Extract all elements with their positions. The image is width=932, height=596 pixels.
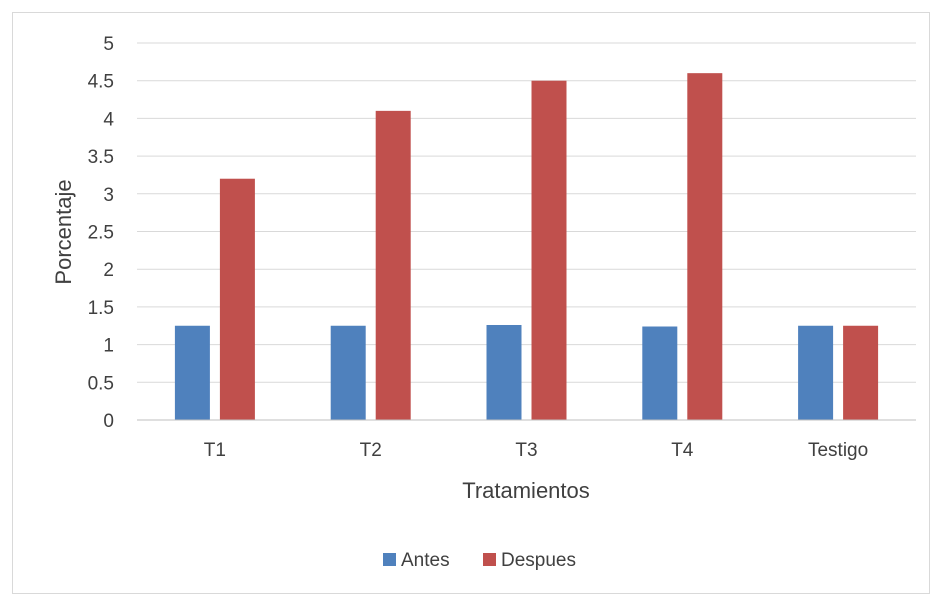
x-tick-label: Testigo: [808, 440, 868, 461]
x-tick-label: T4: [671, 440, 694, 461]
y-tick-label: 2: [103, 260, 114, 281]
y-tick-label: 4.5: [88, 72, 114, 93]
bar-despues-testigo: [843, 325, 879, 420]
bar-despues-t3: [531, 80, 567, 420]
y-tick-label: 1.5: [88, 298, 114, 319]
bar-despues-t1: [219, 178, 255, 420]
y-tick-label: 1: [103, 336, 114, 357]
y-tick-label: 3.5: [88, 147, 114, 168]
x-tick-label: T1: [204, 440, 226, 461]
y-tick-label: 0.5: [88, 373, 114, 394]
bar-despues-t4: [687, 73, 723, 420]
y-tick-label: 2.5: [88, 223, 114, 244]
y-tick-label: 3: [103, 185, 114, 206]
bars: [174, 73, 879, 421]
x-axis-title: Tratamientos: [462, 478, 590, 503]
bar-antes-t2: [330, 325, 366, 420]
axes: 0 0.5 1 1.5 2 2.5 3 3.5 4 4.5 5 T1 T2 T3 T4 Testigo: [88, 34, 916, 461]
y-tick-label: 5: [103, 34, 114, 55]
x-tick-label: T3: [515, 440, 537, 461]
bar-despues-t2: [375, 110, 411, 421]
y-tick-label: 4: [103, 109, 114, 130]
x-tick-label: T2: [360, 440, 382, 461]
bar-antes-t4: [642, 326, 678, 420]
y-tick-label: 0: [103, 411, 114, 432]
bar-antes-testigo: [798, 325, 834, 420]
legend: Antes Despues: [383, 550, 576, 571]
y-axis-title: Porcentaje: [51, 179, 76, 284]
gridlines: [137, 42, 916, 383]
legend-swatch-despues: [483, 553, 496, 566]
legend-label-antes: Antes: [401, 550, 450, 571]
bar-antes-t3: [486, 324, 522, 420]
chart-frame: [12, 12, 930, 594]
bar-antes-t1: [174, 325, 210, 420]
legend-label-despues: Despues: [501, 550, 576, 571]
legend-swatch-antes: [383, 553, 396, 566]
